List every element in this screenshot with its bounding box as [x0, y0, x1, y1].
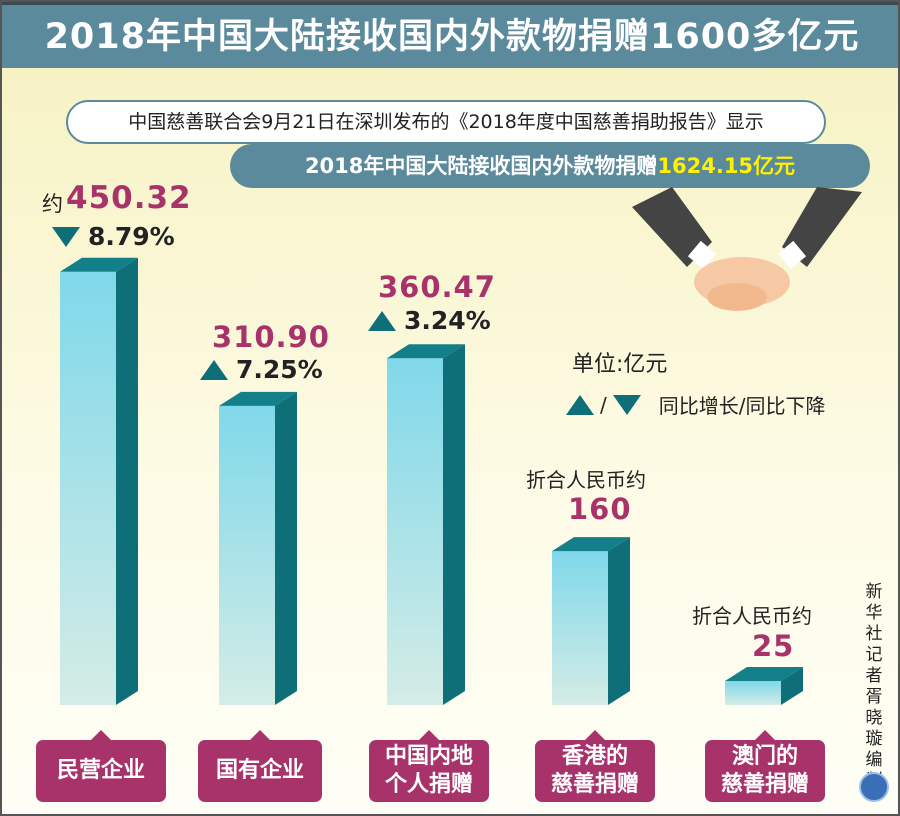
legend: / 同比增长/同比下降	[566, 390, 826, 419]
bar-side	[781, 666, 803, 705]
triangle-down-icon	[52, 226, 80, 247]
handshake-icon	[632, 187, 862, 311]
bar-front	[60, 271, 116, 705]
change-text-1: 7.25%	[236, 355, 323, 384]
bar-1	[219, 391, 297, 705]
value-label-0: 450.32	[66, 180, 192, 216]
prefix-3: 折合人民币约	[526, 468, 646, 492]
category-label-4: 澳门的 慈善捐赠	[705, 730, 825, 802]
headline-text: 2018年中国大陆接收国内外款物捐赠	[304, 154, 658, 178]
bar-front	[387, 358, 443, 705]
change-text-0: 8.79%	[88, 222, 175, 251]
bar-side	[275, 391, 297, 705]
value-label-3: 160	[568, 492, 632, 526]
source-note: 中国慈善联合会9月21日在深圳发布的《2018年度中国慈善捐助报告》显示	[66, 100, 826, 144]
category-text: 国有企业	[215, 758, 304, 783]
bar-top	[387, 344, 465, 359]
value-label-1: 310.90	[212, 320, 330, 354]
category-text: 澳门的	[731, 744, 798, 769]
triangle-up-icon	[368, 310, 396, 331]
bar-2	[387, 344, 465, 705]
category-text: 中国内地	[384, 744, 473, 769]
category-label-0: 民营企业	[36, 730, 166, 802]
page-title: 2018年中国大陆接收国内外款物捐赠1600多亿元	[2, 2, 898, 68]
prefix-0: 约	[42, 192, 63, 216]
headline-total: 2018年中国大陆接收国内外款物捐赠1624.15亿元	[230, 144, 870, 188]
bar-side	[116, 257, 138, 705]
bar-0	[60, 257, 138, 705]
category-label-3: 香港的 慈善捐赠	[535, 730, 655, 802]
change-1: 7.25%	[200, 355, 323, 384]
credit: 新华社记者 胥晓璇 编制	[865, 582, 883, 791]
prefix-4: 折合人民币约	[692, 604, 812, 628]
bar-top	[725, 666, 803, 681]
value-label-2: 360.47	[378, 270, 496, 304]
bar-top	[219, 391, 297, 406]
legend-text: 同比增长/同比下降	[658, 394, 826, 418]
legend-slash: /	[600, 392, 607, 417]
change-2: 3.24%	[368, 306, 491, 335]
category-label-1: 国有企业	[198, 730, 322, 802]
value-label-4: 25	[752, 629, 795, 663]
bar-front	[552, 551, 608, 705]
bar-front	[219, 405, 275, 705]
category-text: 慈善捐赠	[550, 772, 639, 797]
bar-3	[552, 537, 630, 705]
category-text: 香港的	[561, 744, 628, 769]
bar-side	[608, 537, 630, 705]
triangle-up-icon	[200, 359, 228, 380]
bar-side	[443, 344, 465, 705]
change-0: 8.79%	[52, 222, 175, 251]
triangle-down-icon	[612, 394, 641, 415]
bar-front	[725, 680, 781, 705]
category-text: 慈善捐赠	[720, 772, 809, 797]
category-text: 民营企业	[56, 758, 145, 783]
xinhua-logo-icon	[859, 772, 889, 802]
change-text-2: 3.24%	[404, 306, 491, 335]
unit-label: 单位:亿元	[572, 352, 668, 377]
bar-4	[725, 666, 803, 705]
category-text: 个人捐赠	[384, 772, 473, 797]
bar-top	[60, 257, 138, 272]
bar-top	[552, 537, 630, 552]
category-label-2: 中国内地 个人捐赠	[369, 730, 489, 802]
headline-amount: 1624.15亿元	[657, 154, 796, 178]
triangle-up-icon	[566, 394, 594, 415]
